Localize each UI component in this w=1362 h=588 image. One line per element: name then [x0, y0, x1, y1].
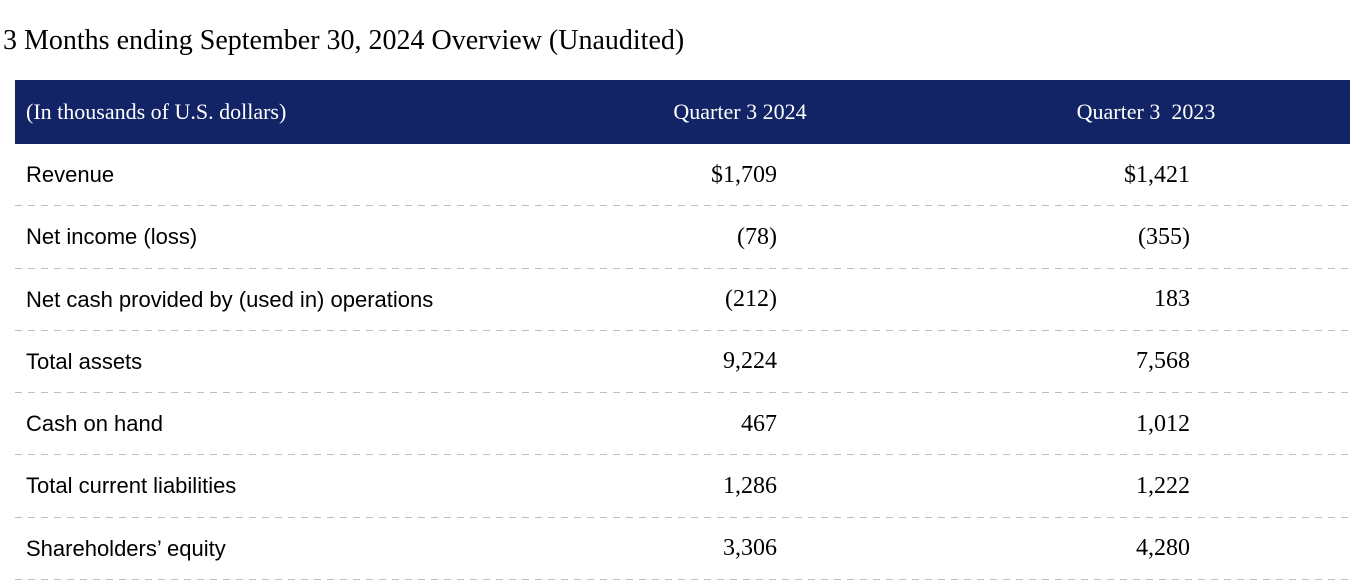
row-label: Total current liabilities: [26, 473, 237, 499]
financial-overview-table: (In thousands of U.S. dollars) Quarter 3…: [15, 80, 1350, 581]
row-label: Net income (loss): [26, 224, 198, 250]
row-label: Total assets: [26, 348, 143, 374]
table-row: Net cash provided by (used in) operation…: [15, 268, 1350, 332]
value-q3-2024: (212): [725, 286, 777, 313]
table-row: Total current liabilities 1,286 1,222: [15, 455, 1350, 518]
value-q3-2023: 7,568: [1136, 348, 1190, 375]
value-q3-2024: 3,306: [723, 535, 777, 562]
value-q3-2023: (355): [1138, 223, 1190, 250]
value-q3-2024: 467: [741, 410, 777, 437]
row-label: Revenue: [26, 162, 115, 188]
table-row: Net income (loss) (78) (355): [15, 206, 1350, 269]
row-label: Cash on hand: [26, 411, 163, 437]
column-header-q3-2023: Quarter 3 2023: [1076, 99, 1216, 124]
value-q3-2024: $1,709: [711, 161, 777, 188]
table-row: Revenue $1,709 $1,421: [15, 144, 1350, 207]
table-row: Shareholders’ equity 3,306 4,280: [15, 517, 1350, 581]
value-q3-2024: (78): [737, 223, 777, 250]
value-q3-2024: 9,224: [723, 348, 777, 375]
value-q3-2023: 4,280: [1136, 535, 1190, 562]
row-label: Shareholders’ equity: [26, 535, 226, 561]
unit-note: (In thousands of U.S. dollars): [26, 99, 287, 124]
value-q3-2023: $1,421: [1124, 161, 1190, 188]
value-q3-2023: 1,012: [1136, 410, 1190, 437]
table-header-row: (In thousands of U.S. dollars) Quarter 3…: [15, 80, 1350, 144]
row-label: Net cash provided by (used in) operation…: [26, 286, 434, 312]
table-row: Cash on hand 467 1,012: [15, 393, 1350, 456]
page-title: 3 Months ending September 30, 2024 Overv…: [3, 24, 685, 56]
table-body: Revenue $1,709 $1,421 Net income (loss) …: [15, 144, 1350, 581]
value-q3-2023: 1,222: [1136, 472, 1190, 499]
value-q3-2023: 183: [1154, 286, 1190, 313]
value-q3-2024: 1,286: [723, 472, 777, 499]
table-row: Total assets 9,224 7,568: [15, 330, 1350, 394]
column-header-q3-2024: Quarter 3 2024: [673, 99, 807, 124]
